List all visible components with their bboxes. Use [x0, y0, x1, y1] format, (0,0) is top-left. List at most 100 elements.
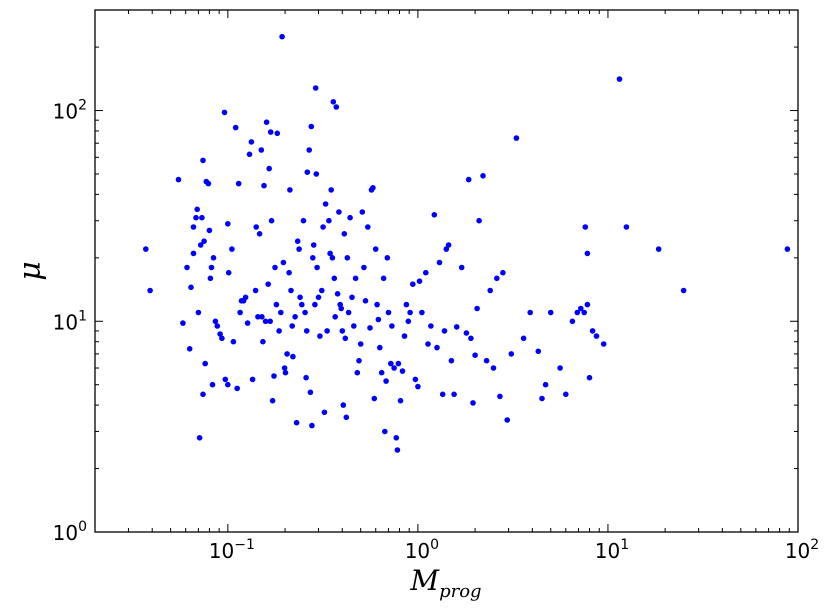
- data-point: [196, 435, 203, 441]
- data-point: [578, 305, 584, 312]
- data-point: [327, 250, 333, 257]
- data-point: [214, 323, 221, 329]
- data-point: [415, 383, 421, 390]
- data-point: [313, 171, 320, 177]
- data-point: [303, 374, 309, 381]
- data-point: [589, 328, 596, 334]
- data-point: [494, 275, 500, 282]
- data-point: [221, 109, 228, 116]
- data-point: [345, 309, 352, 316]
- data-point: [329, 254, 336, 261]
- data-point: [436, 259, 443, 266]
- data-point: [244, 320, 251, 326]
- data-point: [349, 294, 355, 301]
- data-point: [319, 287, 325, 294]
- data-point: [288, 287, 294, 294]
- data-point: [480, 173, 486, 179]
- data-point: [395, 360, 402, 367]
- data-point: [201, 238, 207, 244]
- data-point: [393, 435, 400, 441]
- data-point: [357, 341, 364, 347]
- data-point: [352, 275, 359, 282]
- data-point: [784, 246, 791, 252]
- data-point: [256, 231, 263, 237]
- data-point: [253, 224, 259, 230]
- data-point: [219, 335, 225, 342]
- axis-ticks: [94, 9, 799, 533]
- data-point: [341, 231, 348, 237]
- x-tick-label: 101: [595, 537, 629, 563]
- data-point: [616, 76, 623, 82]
- data-point: [405, 318, 412, 325]
- data-point: [147, 287, 153, 294]
- data-point: [361, 264, 367, 271]
- data-point: [315, 294, 322, 301]
- tick-labels: 10−1 100 101 102 100 101 102: [53, 98, 820, 563]
- data-point: [399, 368, 406, 374]
- data-point: [334, 291, 341, 297]
- data-point: [248, 139, 255, 145]
- data-point: [584, 301, 591, 308]
- data-point: [468, 335, 474, 342]
- data-point: [293, 419, 300, 426]
- data-point: [259, 314, 265, 320]
- data-point: [339, 328, 346, 334]
- data-point: [200, 157, 206, 164]
- data-point: [407, 309, 413, 316]
- data-point: [419, 309, 425, 316]
- data-point: [336, 209, 342, 215]
- data-point: [180, 320, 186, 326]
- data-point: [569, 318, 576, 325]
- data-point: [188, 284, 194, 291]
- data-point: [197, 242, 204, 248]
- data-point: [410, 281, 416, 288]
- data-point: [205, 180, 212, 187]
- data-point: [282, 369, 289, 376]
- data-point: [574, 309, 581, 316]
- data-points: [143, 33, 791, 453]
- data-point: [359, 209, 366, 215]
- data-point: [351, 323, 357, 329]
- data-point: [249, 376, 256, 383]
- data-point: [289, 323, 296, 329]
- data-point: [276, 328, 282, 334]
- data-point: [383, 378, 389, 384]
- data-point: [331, 275, 338, 282]
- data-point: [212, 318, 219, 325]
- data-point: [272, 264, 278, 271]
- data-point: [600, 341, 607, 347]
- data-point: [299, 301, 305, 308]
- data-point: [190, 224, 197, 230]
- data-point: [403, 301, 410, 308]
- x-tick-label: 102: [785, 537, 819, 563]
- data-point: [338, 305, 345, 312]
- data-point: [453, 324, 460, 330]
- data-point: [332, 314, 339, 320]
- data-point: [222, 376, 229, 383]
- data-point: [490, 365, 497, 371]
- data-point: [297, 294, 303, 301]
- data-point: [547, 309, 554, 316]
- data-point: [290, 353, 296, 360]
- data-point: [193, 214, 199, 221]
- data-point: [317, 333, 323, 339]
- data-point: [388, 360, 394, 367]
- data-point: [303, 328, 310, 334]
- data-point: [586, 374, 593, 381]
- data-point: [384, 254, 391, 261]
- data-point: [542, 381, 549, 388]
- data-point: [443, 246, 450, 252]
- data-point: [474, 305, 480, 312]
- data-point: [281, 365, 288, 371]
- data-point: [527, 309, 533, 316]
- data-point: [463, 330, 470, 336]
- data-point: [260, 338, 266, 345]
- data-point: [520, 335, 527, 342]
- data-point: [267, 318, 274, 325]
- data-point: [242, 294, 249, 301]
- data-point: [372, 246, 379, 252]
- data-point: [246, 151, 253, 158]
- data-point: [279, 33, 285, 40]
- data-point: [333, 104, 340, 110]
- data-point: [229, 246, 235, 252]
